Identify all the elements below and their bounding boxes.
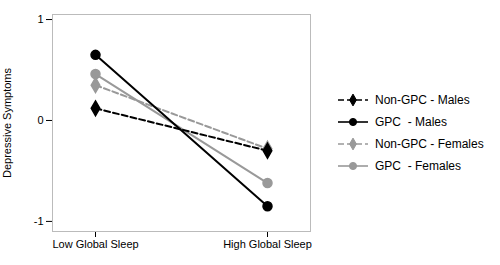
svg-text:High Global Sleep: High Global Sleep xyxy=(223,238,312,250)
svg-text:-1: -1 xyxy=(34,215,44,227)
html-text:Non-GPC - Males: Non-GPC - Males xyxy=(375,92,470,107)
svg-text:Low Global Sleep: Low Global Sleep xyxy=(52,238,138,250)
html-text:GPC - Females: GPC - Females xyxy=(375,158,461,173)
html-text:Non-GPC - Females: Non-GPC - Females xyxy=(375,136,484,151)
svg-text:0: 0 xyxy=(37,114,43,126)
svg-text:1: 1 xyxy=(37,13,43,25)
html-text:GPC - Males: GPC - Males xyxy=(375,114,447,129)
svg-text:Depressive Symptoms: Depressive Symptoms xyxy=(1,67,13,178)
